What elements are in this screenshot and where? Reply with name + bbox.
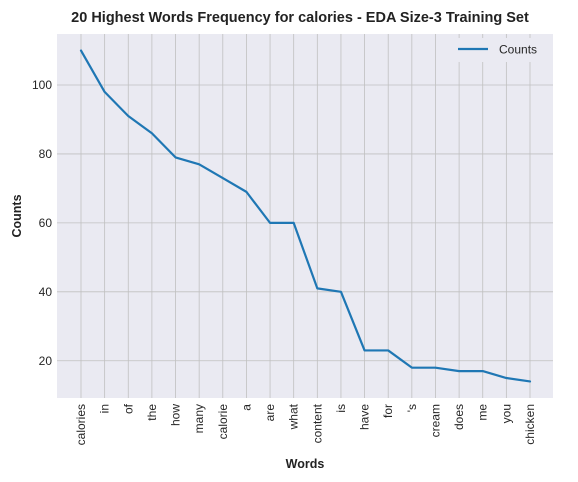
x-tick-label: many [192, 404, 206, 433]
x-tick-label: what [287, 403, 301, 430]
plot-area [57, 34, 553, 398]
y-tick-label: 20 [39, 354, 53, 368]
x-tick-label: chicken [523, 404, 537, 445]
x-tick-label: have [358, 404, 372, 430]
y-tick-label: 60 [39, 216, 53, 230]
x-tick-label: for [381, 404, 395, 418]
x-tick-label: calorie [216, 404, 230, 440]
legend-label-counts: Counts [499, 43, 537, 57]
x-tick-label: content [310, 403, 324, 443]
series-line-counts [79, 49, 532, 383]
x-axis-ticks: calories in of the how many calorie a are what con… [74, 403, 537, 445]
y-tick-label: 40 [39, 285, 53, 299]
x-tick-label: of [121, 403, 135, 414]
y-axis-label: Counts [10, 194, 24, 237]
y-tick-label: 100 [32, 78, 52, 92]
x-tick-label: 's [405, 404, 419, 412]
x-tick-label: in [98, 404, 112, 413]
chart-title: 20 Highest Words Frequency for calories … [71, 10, 529, 26]
x-tick-label: calories [74, 404, 88, 445]
x-tick-label: you [499, 404, 513, 423]
x-tick-label: does [452, 404, 466, 430]
x-tick-label: is [334, 404, 348, 413]
x-tick-label: me [476, 404, 490, 421]
grid-lines [57, 34, 553, 398]
x-tick-label: are [263, 404, 277, 422]
x-tick-label: cream [428, 404, 442, 437]
x-tick-label: how [169, 404, 183, 426]
y-axis-ticks: 20 40 60 80 100 [32, 78, 52, 368]
x-axis-label: Words [286, 457, 325, 471]
x-tick-label: the [145, 404, 159, 421]
legend: Counts [450, 38, 548, 62]
y-tick-label: 80 [39, 147, 53, 161]
x-tick-label: a [239, 404, 253, 411]
